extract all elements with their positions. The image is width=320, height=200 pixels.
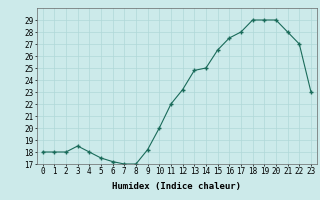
X-axis label: Humidex (Indice chaleur): Humidex (Indice chaleur) <box>112 182 241 191</box>
